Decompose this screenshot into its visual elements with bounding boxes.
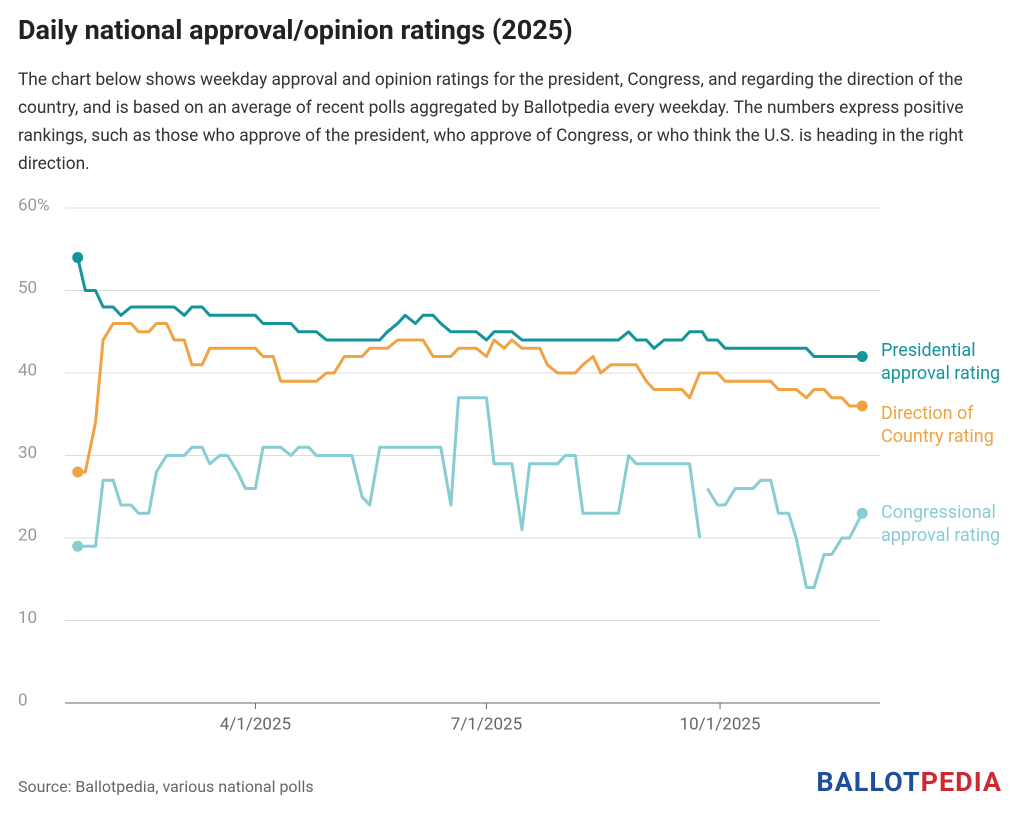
series-line <box>77 322 863 474</box>
series-label: Congressional approval rating <box>881 502 1001 547</box>
series-line <box>76 257 863 358</box>
source-note: Source: Ballotpedia, various national po… <box>18 777 314 796</box>
y-tick-label: 40 <box>18 360 37 380</box>
end-point <box>856 351 868 362</box>
series-line <box>77 396 864 589</box>
y-tick-label: 50 <box>18 278 37 298</box>
y-tick-label: 0 <box>18 690 28 710</box>
y-tick-label: 30 <box>18 443 37 463</box>
y-tick-label: 60% <box>18 195 50 215</box>
y-tick-label: 10 <box>18 608 37 628</box>
logo-part: PEDIA <box>920 766 1002 798</box>
end-point <box>72 252 84 263</box>
chart-subtitle: The chart below shows weekday approval a… <box>18 70 964 174</box>
end-point <box>72 540 84 552</box>
x-tick-label: 10/1/2025 <box>680 714 761 734</box>
x-tick-label: 7/1/2025 <box>451 714 522 734</box>
x-tick-label: 4/1/2025 <box>220 714 291 734</box>
end-point <box>856 507 868 519</box>
end-point <box>856 400 868 412</box>
series-label: Presidential approval rating <box>881 339 1001 384</box>
logo: BALLOTPEDIA <box>816 766 1002 798</box>
series-label: Direction of Country rating <box>881 403 994 447</box>
end-point <box>72 466 84 478</box>
chart-title: Daily national approval/opinion ratings … <box>18 14 573 46</box>
y-tick-label: 20 <box>18 525 37 545</box>
logo-part: BALLOT <box>816 766 921 798</box>
